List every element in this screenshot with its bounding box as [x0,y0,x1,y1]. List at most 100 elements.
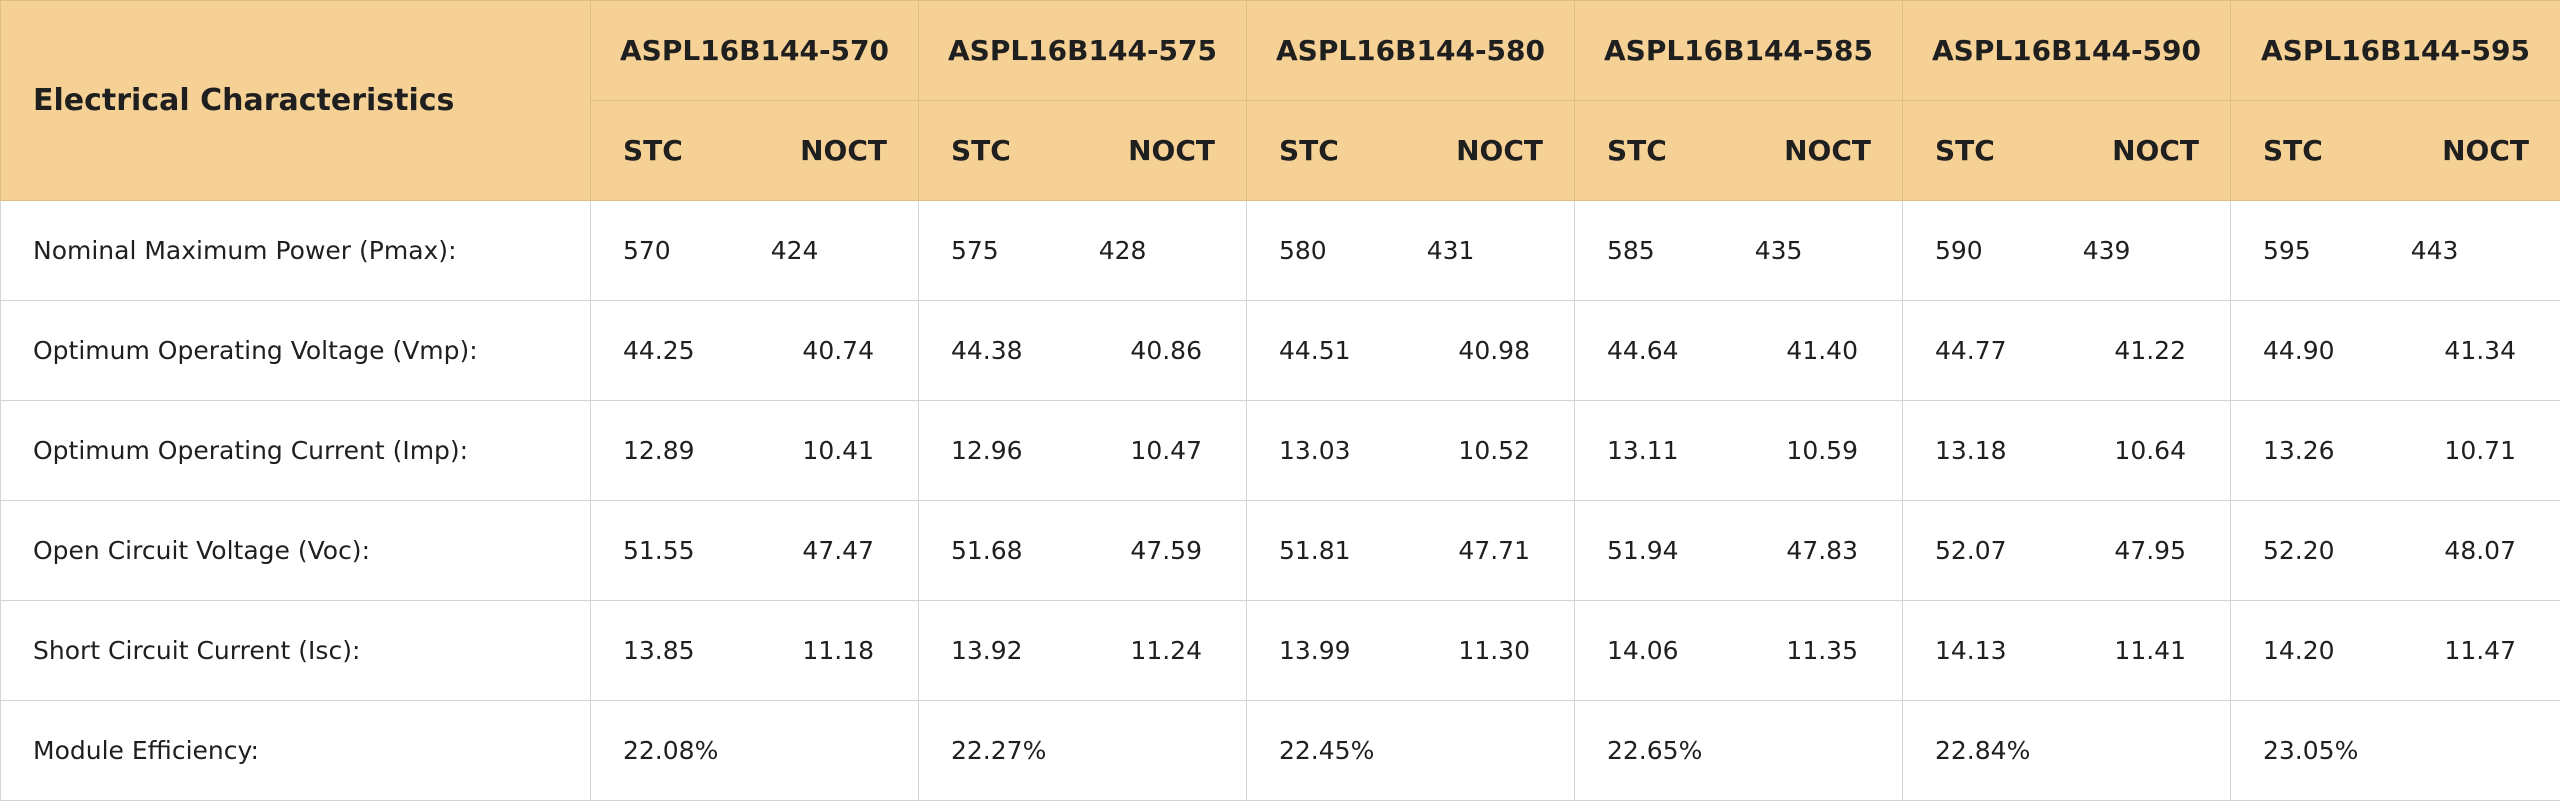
header-row-models: Electrical Characteristics ASPL16B144-57… [0,0,2560,201]
value-cell: 51.55 47.47 [590,500,919,601]
row-label: Optimum Operating Voltage (Vmp): [0,300,591,401]
model-header: ASPL16B144-575 [918,0,1247,101]
value-cell: 12.89 10.41 [590,400,919,501]
noct-value: 11.24 [1130,636,1202,665]
stc-value: 575 [951,236,999,265]
value-cell: 14.13 11.41 [1902,600,2231,701]
noct-value: 439 [2082,236,2131,265]
efficiency-value: 22.08% [623,736,719,765]
noct-value: 10.64 [2114,436,2186,465]
table-row-nominal-maximum-power: Nominal Maximum Power (Pmax): 570 424 575 42… [0,200,2560,301]
noct-value: 40.98 [1458,336,1530,365]
condition-header: STC NOCT [1574,100,1903,201]
value-cell: 44.51 40.98 [1246,300,1575,401]
noct-value: 10.41 [802,436,874,465]
stc-value: 51.68 [951,536,1023,565]
value-cell: 13.92 11.24 [918,600,1247,701]
stc-value: 13.03 [1279,436,1351,465]
stc-label: STC [1607,134,1667,167]
stc-label: STC [623,134,683,167]
stc-value: 52.20 [2263,536,2335,565]
noct-value: 10.52 [1458,436,1530,465]
value-cell: 570 424 [590,200,919,301]
stc-value: 44.77 [1935,336,2007,365]
value-cell: 52.07 47.95 [1902,500,2231,601]
stc-value: 44.38 [951,336,1023,365]
value-cell: 44.77 41.22 [1902,300,2231,401]
stc-value: 13.92 [951,636,1023,665]
condition-header: STC NOCT [918,100,1247,201]
table-row-short-circuit-current: Short Circuit Current (Isc): 13.85 11.18 13… [0,600,2560,701]
stc-value: 13.85 [623,636,695,665]
noct-label: NOCT [1128,134,1215,167]
value-cell: 44.64 41.40 [1574,300,1903,401]
stc-label: STC [1935,134,1995,167]
model-header: ASPL16B144-585 [1574,0,1903,101]
value-cell: 51.81 47.71 [1246,500,1575,601]
noct-value: 41.40 [1786,336,1858,365]
value-cell: 51.94 47.83 [1574,500,1903,601]
condition-header: STC NOCT [1246,100,1575,201]
noct-value: 11.41 [2114,636,2186,665]
stc-value: 44.90 [2263,336,2335,365]
value-cell: 580 431 [1246,200,1575,301]
noct-label: NOCT [1784,134,1871,167]
stc-label: STC [951,134,1011,167]
value-cell: 14.20 11.47 [2230,600,2560,701]
model-header: ASPL16B144-570 [590,0,919,101]
row-label: Optimum Operating Current (Imp): [0,400,591,501]
model-header: ASPL16B144-595 [2230,0,2560,101]
noct-value: 11.30 [1458,636,1530,665]
condition-header: STC NOCT [2230,100,2560,201]
value-cell: 22.45% [1246,700,1575,801]
efficiency-value: 22.65% [1607,736,1703,765]
noct-value: 47.47 [802,536,874,565]
noct-label: NOCT [2112,134,2199,167]
stc-value: 595 [2263,236,2311,265]
noct-value: 47.83 [1786,536,1858,565]
noct-value: 10.59 [1786,436,1858,465]
efficiency-value: 22.45% [1279,736,1375,765]
value-cell: 13.26 10.71 [2230,400,2560,501]
stc-value: 14.13 [1935,636,2007,665]
noct-value: 40.74 [802,336,874,365]
noct-value: 428 [1098,236,1147,265]
table-row-optimum-operating-current: Optimum Operating Current (Imp): 12.89 10.… [0,400,2560,501]
table-row-module-efficiency: Module Efficiency: 22.08% 22.27% 22.45% 22.6… [0,700,2560,801]
value-cell: 585 435 [1574,200,1903,301]
noct-value: 41.34 [2444,336,2516,365]
condition-header: STC NOCT [1902,100,2231,201]
value-cell: 13.85 11.18 [590,600,919,701]
model-header: ASPL16B144-580 [1246,0,1575,101]
value-cell: 22.65% [1574,700,1903,801]
noct-value: 41.22 [2114,336,2186,365]
efficiency-value: 22.84% [1935,736,2031,765]
stc-value: 590 [1935,236,1983,265]
noct-value: 435 [1754,236,1803,265]
value-cell: 22.27% [918,700,1247,801]
row-label: Short Circuit Current (Isc): [0,600,591,701]
stc-value: 44.51 [1279,336,1351,365]
stc-value: 51.81 [1279,536,1351,565]
value-cell: 23.05% [2230,700,2560,801]
noct-value: 11.47 [2444,636,2516,665]
value-cell: 44.25 40.74 [590,300,919,401]
noct-value: 424 [770,236,819,265]
header-row-conditions: STC NOCT STC NOCT STC NOCT STC NOCT STC NOCT … [1,100,2560,201]
noct-value: 47.95 [2114,536,2186,565]
stc-value: 13.18 [1935,436,2007,465]
value-cell: 595 443 [2230,200,2560,301]
stc-value: 14.06 [1607,636,1679,665]
value-cell: 12.96 10.47 [918,400,1247,501]
efficiency-value: 22.27% [951,736,1047,765]
row-label: Open Circuit Voltage (Voc): [0,500,591,601]
value-cell: 13.18 10.64 [1902,400,2231,501]
table-row-optimum-operating-voltage: Optimum Operating Voltage (Vmp): 44.25 40.… [0,300,2560,401]
noct-value: 11.18 [802,636,874,665]
noct-value: 10.47 [1130,436,1202,465]
value-cell: 44.90 41.34 [2230,300,2560,401]
value-cell: 51.68 47.59 [918,500,1247,601]
noct-value: 47.59 [1130,536,1202,565]
stc-value: 44.25 [623,336,695,365]
value-cell: 13.03 10.52 [1246,400,1575,501]
